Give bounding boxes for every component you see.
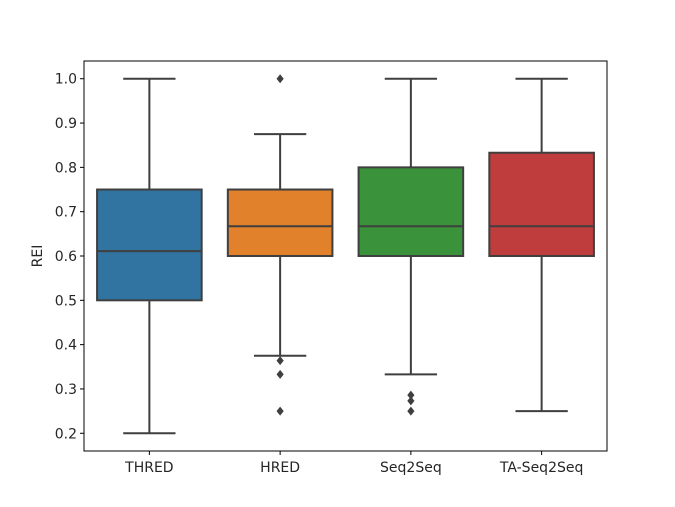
outlier-point	[276, 74, 284, 84]
outlier-point	[276, 356, 284, 366]
x-axis: THRED HRED Seq2Seq TA-Seq2Seq	[124, 451, 583, 476]
x-tick-label: HRED	[260, 460, 300, 476]
x-tick-label: TA-Seq2Seq	[499, 460, 583, 476]
y-tick-label: 0.2	[55, 426, 77, 442]
iqr-box	[96, 188, 203, 302]
y-tick-label: 0.6	[55, 249, 77, 265]
y-axis: 0.2 0.3 0.4 0.5 0.6 0.7 0.8 0.9 1.0	[55, 72, 84, 442]
plot-frame	[83, 60, 608, 452]
outlier-point	[276, 406, 284, 416]
box-ta-seq2seq	[488, 77, 595, 413]
iqr-box	[357, 166, 465, 257]
box-hred	[226, 74, 334, 416]
y-tick-label: 0.9	[55, 116, 77, 132]
iqr-box	[226, 188, 334, 257]
y-tick-label: 0.8	[55, 160, 77, 176]
y-tick-label: 0.7	[55, 205, 77, 221]
outlier-point	[407, 396, 415, 406]
x-tick-label: Seq2Seq	[380, 460, 442, 476]
y-axis-label: REI	[30, 245, 46, 268]
outlier-point	[276, 369, 284, 379]
boxes	[96, 74, 595, 435]
y-tick-label: 0.4	[55, 338, 77, 354]
outlier-point	[407, 390, 415, 400]
x-tick-label: THRED	[124, 460, 173, 476]
iqr-box	[488, 151, 595, 257]
outlier-point	[407, 406, 415, 416]
box-thred	[96, 77, 203, 435]
y-tick-label: 0.3	[55, 382, 77, 398]
box-seq2seq	[357, 77, 465, 416]
y-tick-label: 1.0	[55, 72, 77, 88]
y-tick-label: 0.5	[55, 293, 77, 309]
